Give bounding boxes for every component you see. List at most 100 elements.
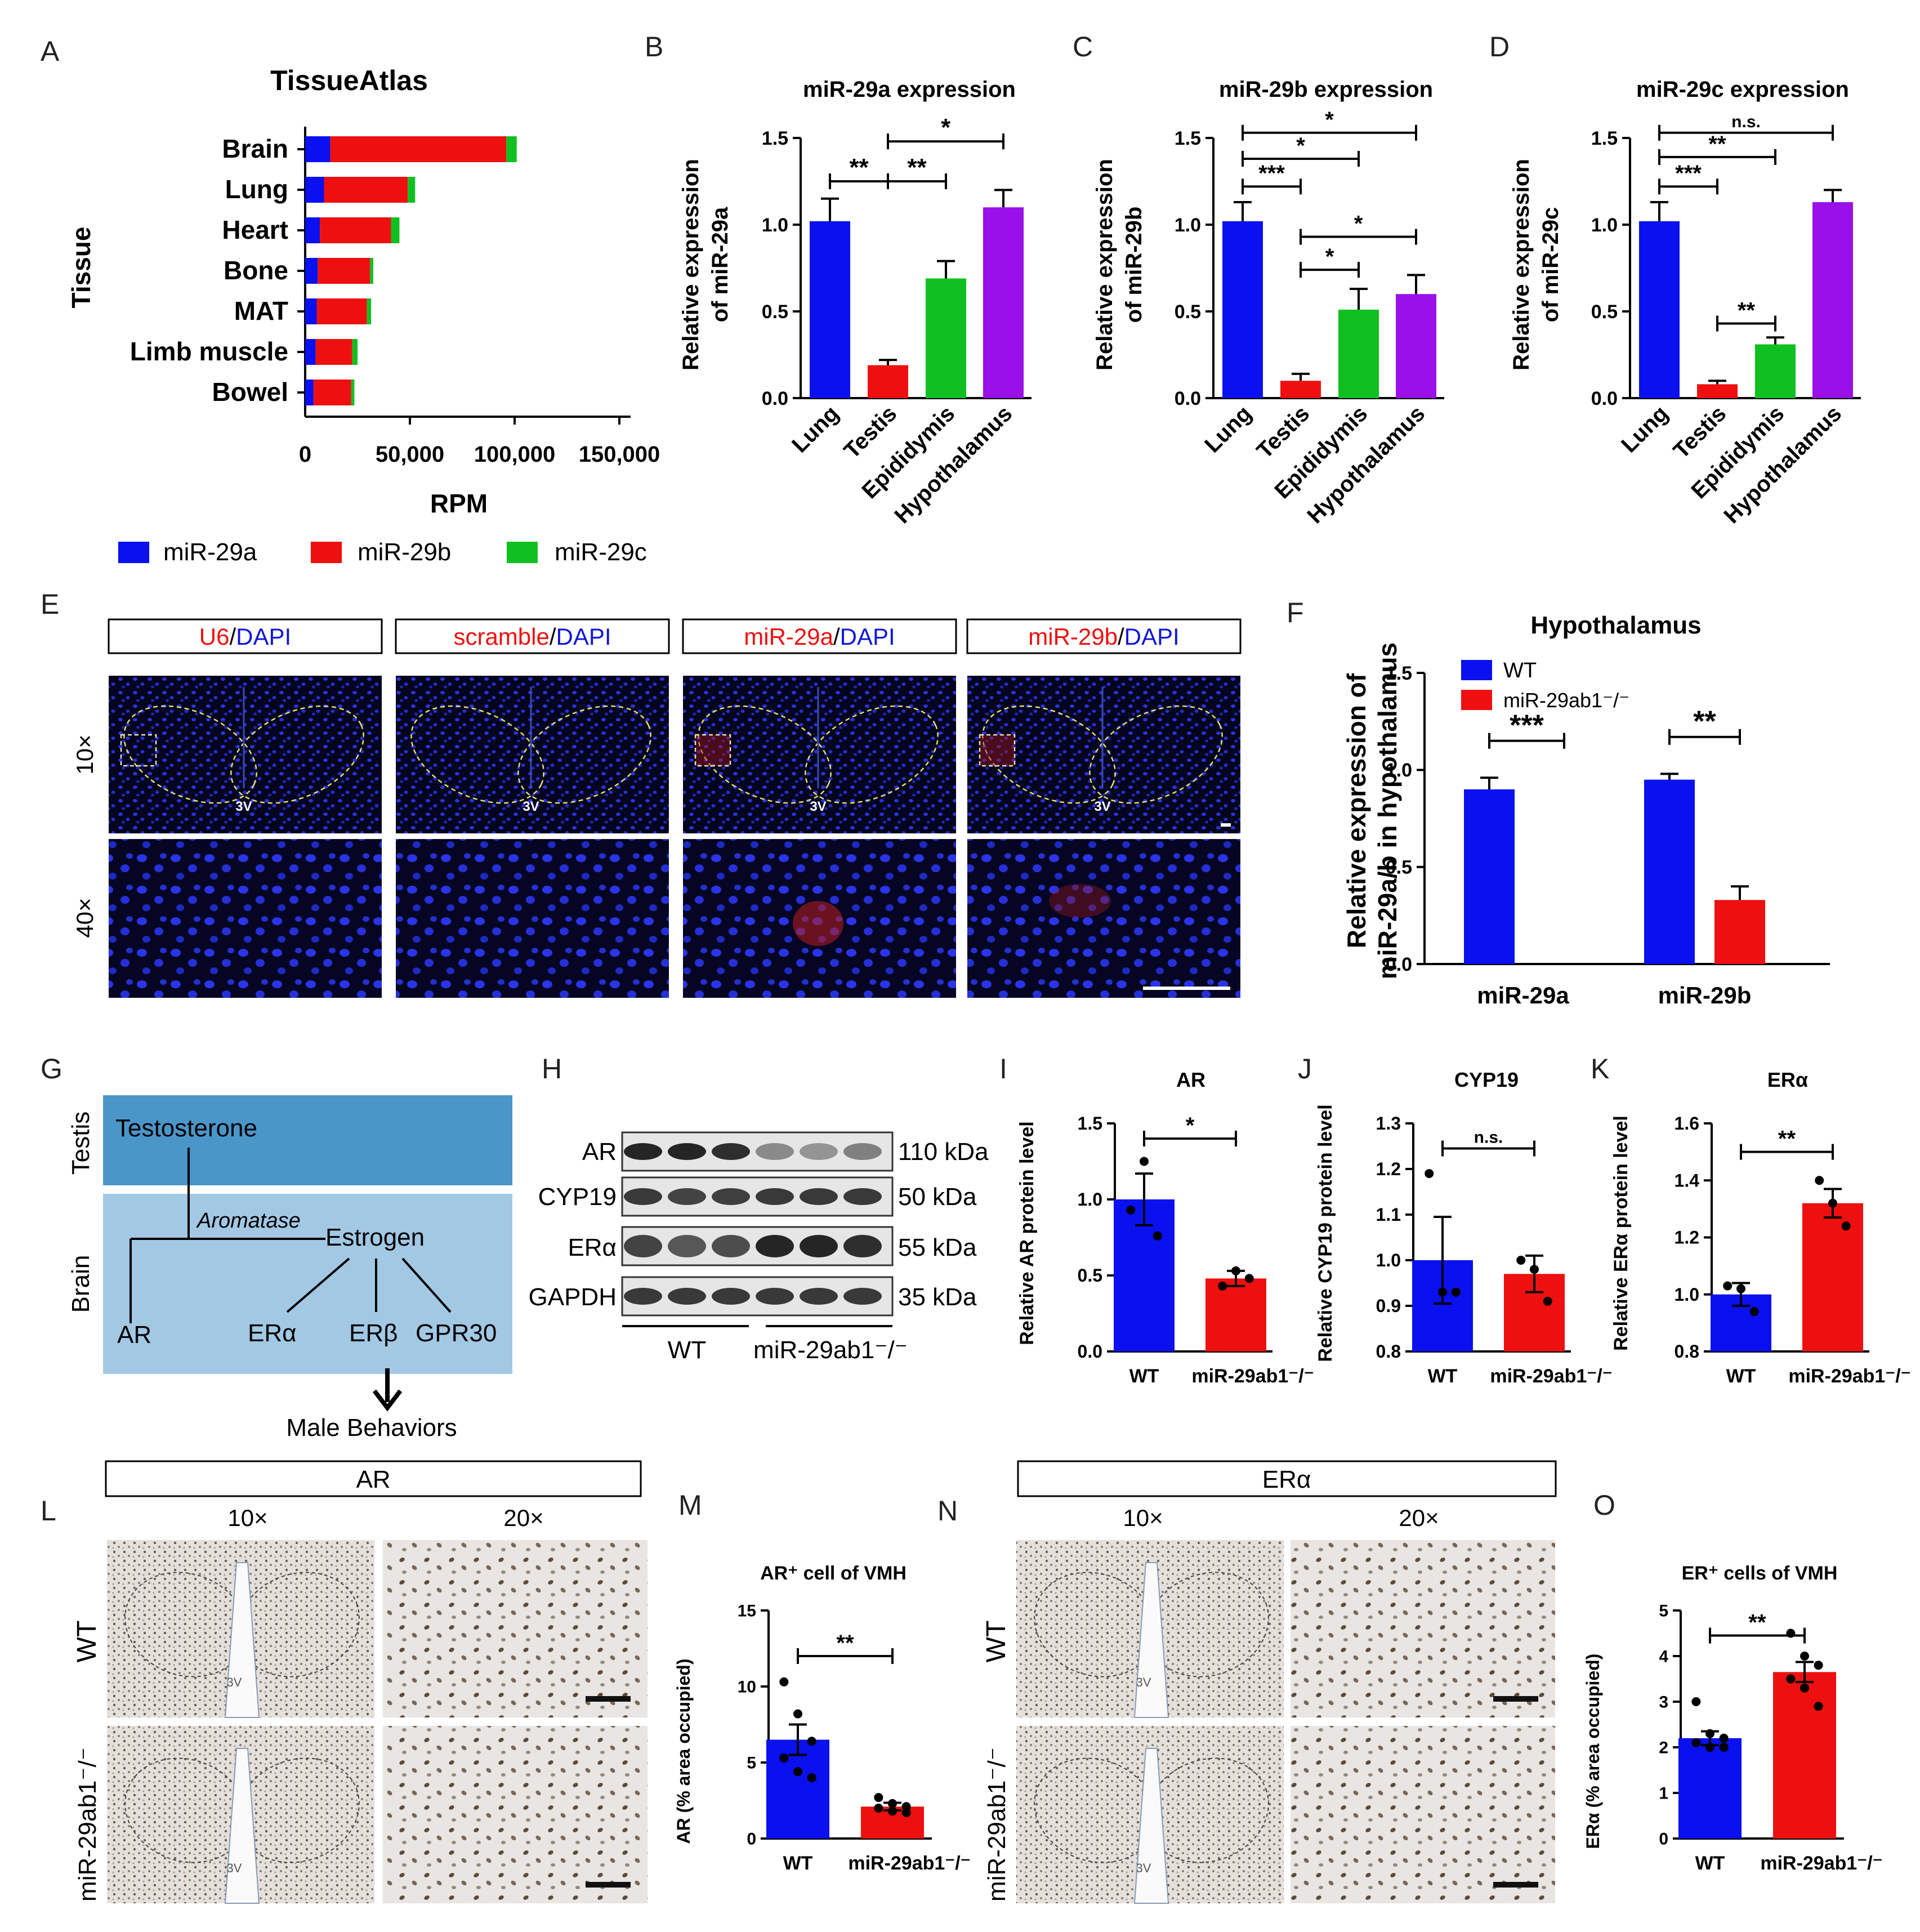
d-ylabel-1: Relative expression: [1509, 159, 1534, 371]
panel-l: AR 10× 20× WT miR-29ab1⁻/⁻ 3V 3V: [72, 1460, 648, 1904]
f-chart-sig-label: ***: [1510, 710, 1544, 742]
panel-letter-b: B: [645, 31, 663, 63]
j-chart-ytick-label: 1.3: [1376, 1113, 1401, 1134]
e-scale-bar: [1221, 823, 1231, 827]
l-images-3v-label: 3V: [227, 1861, 242, 1875]
m-chart-point: [807, 1737, 816, 1746]
a-bar-1-1: [324, 177, 408, 203]
i-ylabel: Relative AR protein level: [1016, 1121, 1038, 1345]
e-vmh-outline: [123, 705, 257, 804]
c-chart-ytick-label: 1.0: [1175, 215, 1201, 236]
k-chart-ytick-label: 0.8: [1675, 1341, 1699, 1362]
a-bar-2-2: [391, 217, 400, 243]
g-brain-label: Brain: [67, 1255, 95, 1313]
h-kda-2: 55 kDa: [898, 1234, 977, 1261]
panel-letter-h: H: [542, 1053, 562, 1085]
g-testosterone: Testosterone: [115, 1114, 257, 1142]
e-vmh-outline: [805, 705, 939, 804]
o-ylabel: ERα (% area occupied): [1583, 1654, 1603, 1849]
h-band: [756, 1235, 794, 1257]
m-chart-point: [874, 1804, 883, 1813]
c-chart-sig-label: ***: [1258, 161, 1285, 186]
o-chart-bar-0: [1678, 1738, 1742, 1839]
h-band: [624, 1188, 662, 1205]
e-red-signal: [793, 901, 843, 946]
e-vmh-outline: [517, 705, 651, 804]
c-title: miR-29b expression: [1219, 77, 1433, 102]
h-row-2: ERα: [568, 1234, 617, 1261]
l-row-ko: miR-29ab1⁻/⁻: [74, 1747, 101, 1902]
k-title: ERα: [1767, 1068, 1808, 1091]
o-chart-point: [1705, 1743, 1714, 1752]
e-label-3: miR-29b/DAPI: [1028, 623, 1179, 650]
f-chart-bar-2: [1644, 779, 1695, 964]
a-category-label: Brain: [222, 134, 288, 163]
k-chart-sig-label: **: [1778, 1127, 1796, 1152]
f-chart-ytick-label: 0.0: [1386, 954, 1412, 975]
f-chart-ytick-label: 0.5: [1386, 857, 1412, 878]
h-row-0: AR: [582, 1138, 617, 1166]
panel-n: ERα 10× 20× WT miR-29ab1⁻/⁻ 3V 3V: [981, 1460, 1557, 1904]
g-testis-box: [103, 1095, 512, 1185]
e-label-box: [108, 618, 383, 654]
c-chart-category-label: Lung: [1200, 401, 1256, 457]
f-category-label: miR-29b: [1658, 982, 1752, 1009]
l-images-20x-1: [383, 1726, 648, 1903]
n-images-20x-0: [1291, 1540, 1555, 1717]
k-chart-ytick-label: 1.0: [1675, 1284, 1699, 1305]
g-behaviors: Male Behaviors: [286, 1414, 457, 1442]
a-category-label: Heart: [222, 215, 288, 244]
d-chart-ytick-label: 1.5: [1591, 128, 1618, 149]
e-3v-label: 3V: [1094, 799, 1110, 814]
f-legend-ko: miR-29ab1⁻/⁻: [1503, 689, 1629, 712]
a-bar-2-4: [367, 298, 372, 324]
n-images-20x-1: [1291, 1726, 1555, 1903]
d-chart-ytick-label: 0.5: [1591, 301, 1618, 323]
i-chart-point: [1126, 1205, 1136, 1215]
n-row-wt: WT: [981, 1621, 1011, 1663]
a-category-label: MAT: [234, 296, 288, 325]
b-chart-bar-1: [868, 365, 908, 398]
a-category-label: Bone: [224, 256, 288, 285]
h-ko: miR-29ab1⁻/⁻: [753, 1336, 908, 1364]
n-mag10: 10×: [1123, 1505, 1163, 1531]
m-chart-point: [793, 1767, 802, 1777]
panel-e: U6/DAPI 3V scramble/DAPI 3V miR-29a/DAPI 3V mi…: [72, 618, 1242, 998]
d-chart-bar-2: [1755, 344, 1796, 398]
a-bar-1-0: [330, 136, 507, 162]
h-kda-1: 50 kDa: [898, 1183, 977, 1211]
c-chart-ytick-label: 1.5: [1175, 128, 1201, 149]
a-bar-0-2: [305, 217, 320, 243]
a-bar-1-3: [318, 258, 370, 284]
k-x-label-wt: WT: [1726, 1366, 1756, 1387]
n-images-scale-bar: [1493, 1696, 1538, 1702]
l-mag10: 10×: [227, 1505, 267, 1531]
l-images-20x-0: [383, 1540, 648, 1717]
b-chart-bar-2: [926, 278, 966, 398]
e-label-1: scramble/DAPI: [453, 623, 611, 650]
c-ylabel-1: Relative expression: [1092, 159, 1117, 371]
o-chart-point: [1719, 1733, 1729, 1743]
e-image-40x-3: [967, 839, 1240, 998]
panel-letter-i: I: [999, 1053, 1007, 1085]
e-mag40: 40×: [72, 898, 98, 938]
c-ylabel-2: of miR-29b: [1122, 207, 1146, 323]
panel-f: Hypothalamus Relative expression of miR-…: [1342, 612, 1830, 1009]
c-chart-ytick-label: 0.0: [1175, 388, 1201, 409]
e-label-0: U6/DAPI: [199, 623, 291, 650]
h-band: [800, 1235, 838, 1257]
k-chart-point: [1828, 1198, 1837, 1208]
h-band: [668, 1235, 706, 1257]
h-band: [668, 1188, 706, 1205]
c-chart-bar-0: [1222, 221, 1263, 398]
i-title: AR: [1176, 1068, 1205, 1091]
k-chart-point: [1736, 1284, 1745, 1293]
m-chart-ytick-label: 15: [738, 1602, 756, 1621]
a-tick-2: 100,000: [474, 442, 556, 467]
a-category-label: Limb muscle: [130, 337, 288, 366]
g-down-arrow-icon: [372, 1389, 403, 1412]
e-scale-bar: [1143, 987, 1230, 990]
l-header: AR: [356, 1466, 390, 1493]
l-images-ventricle: [224, 1562, 260, 1718]
d-chart-sig-label: **: [1738, 298, 1756, 323]
